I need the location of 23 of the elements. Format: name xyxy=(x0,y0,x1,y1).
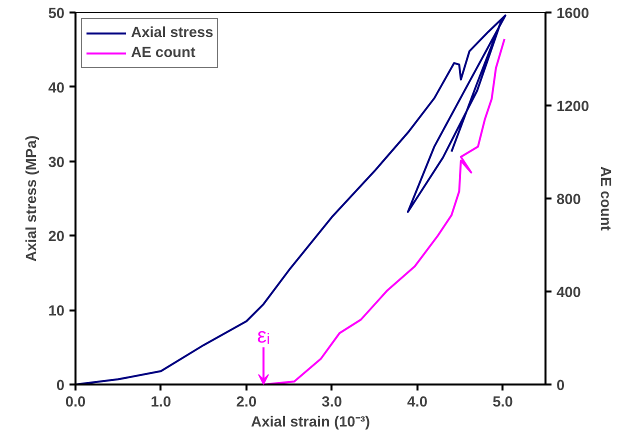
x-tick-label: 4.0 xyxy=(407,394,428,410)
y2-tick-label: 400 xyxy=(556,285,581,301)
y-tick-label: 10 xyxy=(48,304,65,320)
annotation: εᵢ xyxy=(257,323,270,348)
y2-tick-label: 1600 xyxy=(556,6,590,22)
y2-axis-title: AE count xyxy=(597,166,614,231)
legend-label: AE count xyxy=(131,45,196,61)
x-tick-label: 5.0 xyxy=(492,394,513,410)
x-axis-title: Axial strain (10⁻³) xyxy=(250,414,370,430)
y-tick-label: 30 xyxy=(48,154,65,171)
legend-label: Axial stress xyxy=(131,25,214,41)
x-tick-label: 0.0 xyxy=(65,394,86,410)
y-tick-label: 0 xyxy=(56,378,65,394)
x-tick-label: 1.0 xyxy=(150,394,172,410)
y-tick-label: 40 xyxy=(48,80,65,96)
x-tick-label: 2.0 xyxy=(236,394,257,410)
y-tick-label: 50 xyxy=(48,6,65,22)
y-tick-label: 20 xyxy=(48,229,65,246)
y2-tick-label: 1200 xyxy=(556,99,590,115)
y2-tick-label: 0 xyxy=(556,378,565,394)
y2-tick-label: 800 xyxy=(556,192,581,208)
y-axis-title: Axial stress (MPa) xyxy=(24,135,40,262)
x-tick-label: 3.0 xyxy=(322,394,342,410)
